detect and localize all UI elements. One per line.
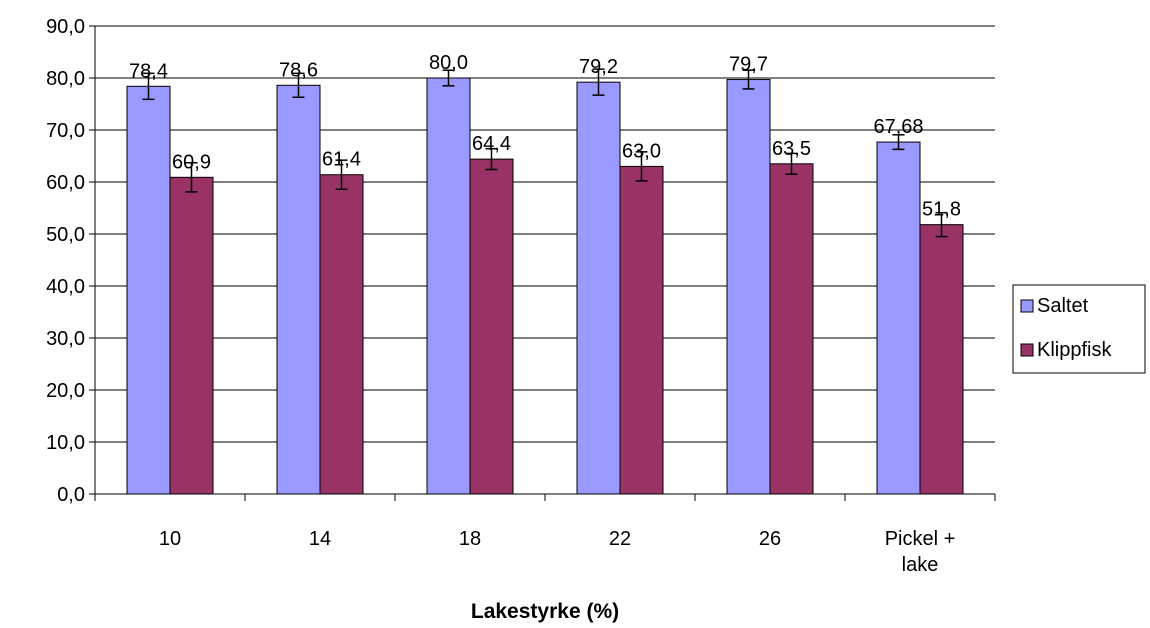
y-tick-label: 0,0 xyxy=(57,484,85,506)
x-axis: 10 14 18 22 26 Pickel + lake xyxy=(94,493,996,576)
y-tick-label: 90,0 xyxy=(46,16,85,38)
y-tick-label: 80,0 xyxy=(46,68,85,90)
data-label: 80,0 xyxy=(429,52,468,74)
legend-entry: Klippfisk xyxy=(1037,339,1112,361)
y-tick-label: 20,0 xyxy=(46,380,85,402)
data-label: 60,9 xyxy=(172,151,211,173)
legend-swatch xyxy=(1020,343,1034,357)
y-tick-label: 70,0 xyxy=(46,120,85,142)
x-axis-label: Lakestyrke (%) xyxy=(471,600,619,623)
x-tick-label: 14 xyxy=(309,528,331,550)
x-tick-label: 18 xyxy=(459,528,481,550)
data-label: 63,0 xyxy=(622,140,661,162)
bar-saltet xyxy=(576,81,621,495)
bar-klippfisk xyxy=(319,174,364,495)
bar-saltet xyxy=(726,79,771,495)
legend-swatch xyxy=(1020,299,1034,313)
legend-entry: Saltet xyxy=(1037,295,1089,317)
x-tick-label: lake xyxy=(902,554,939,576)
x-tick-label: 26 xyxy=(759,528,781,550)
bar-saltet xyxy=(276,84,321,495)
grid-lines xyxy=(95,25,995,443)
data-label: 79,7 xyxy=(729,54,768,76)
legend: Saltet Klippfisk xyxy=(1012,284,1146,374)
x-tick-label: 22 xyxy=(609,528,631,550)
y-tick-label: 50,0 xyxy=(46,224,85,246)
bar-klippfisk xyxy=(169,176,214,495)
y-tick-label: 40,0 xyxy=(46,276,85,298)
x-tick-label: Pickel + xyxy=(885,528,956,550)
bar-saltet xyxy=(876,141,921,495)
bar-saltet xyxy=(126,85,171,495)
data-label: 61,4 xyxy=(322,149,361,171)
bars: 78,4 60,9 78,6 61,4 80,0 64,4 79,2 63,0 79,7 63,5… xyxy=(126,52,964,495)
data-label: 79,2 xyxy=(579,56,618,78)
bar-klippfisk xyxy=(619,165,664,495)
data-label: 51,8 xyxy=(922,199,961,221)
legend-box xyxy=(1012,284,1146,374)
x-tick-label: 10 xyxy=(159,528,181,550)
bar-klippfisk xyxy=(469,158,514,495)
y-tick-label: 30,0 xyxy=(46,328,85,350)
data-label: 63,5 xyxy=(772,138,811,160)
y-axis: 0,0 10,0 20,0 30,0 40,0 50,0 60,0 70,0 80,0 90,0 xyxy=(46,16,96,506)
bar-klippfisk xyxy=(769,163,814,495)
data-label: 78,4 xyxy=(129,60,168,82)
data-label: 67,68 xyxy=(873,116,923,138)
data-label: 78,6 xyxy=(279,59,318,81)
bar-saltet xyxy=(426,77,471,495)
data-label: 64,4 xyxy=(472,133,511,155)
bar-klippfisk xyxy=(919,224,964,495)
y-tick-label: 60,0 xyxy=(46,172,85,194)
y-tick-label: 10,0 xyxy=(46,432,85,454)
